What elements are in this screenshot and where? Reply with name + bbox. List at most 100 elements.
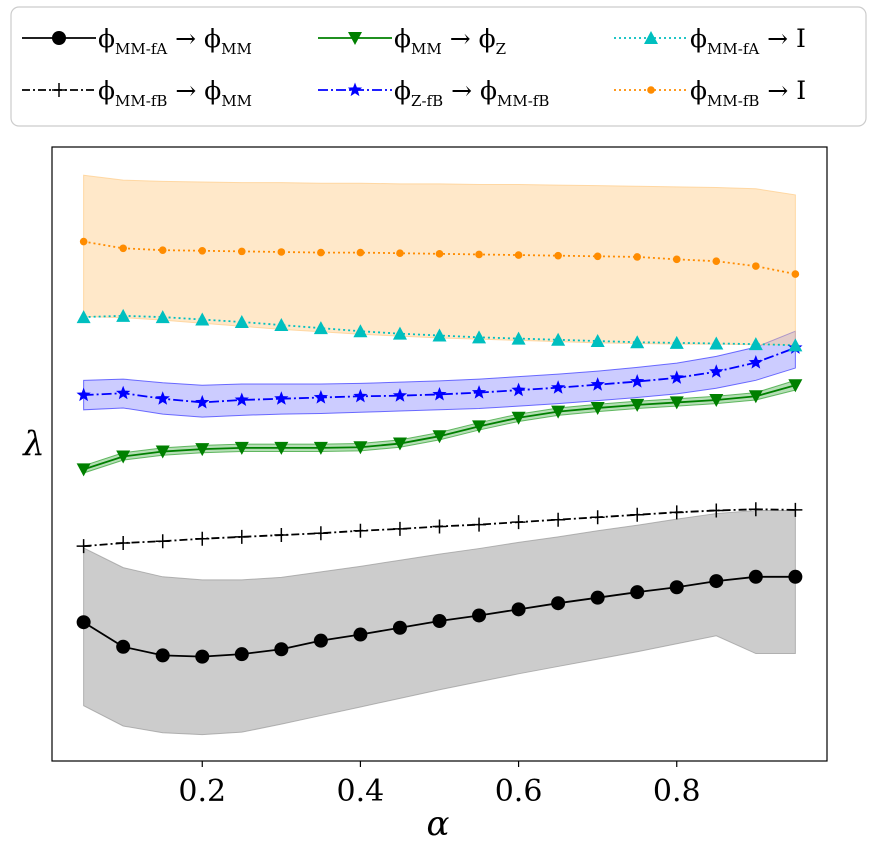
series-3-point — [116, 450, 131, 464]
series-6-point — [752, 262, 760, 270]
legend-entry-5: ϕMM-fA → I — [614, 24, 806, 58]
series-5-point — [511, 331, 526, 345]
series-2-point — [392, 521, 407, 536]
series-3-point — [788, 379, 803, 393]
series-4-point — [471, 385, 487, 399]
series-1-point — [155, 648, 170, 663]
series-6-point — [79, 237, 88, 246]
series-1-point — [669, 580, 684, 595]
plot-frame — [51, 146, 828, 762]
series-3-point — [511, 411, 526, 425]
series-6-point — [317, 248, 325, 257]
series-6-point — [277, 248, 286, 256]
series-6-point — [119, 244, 127, 253]
legend-label: ϕZ-fB → ϕMM-fB — [394, 76, 549, 110]
series-2-point — [511, 515, 526, 530]
series-1-point — [432, 614, 447, 629]
series-2-point — [234, 529, 249, 544]
series-3-point — [353, 441, 368, 455]
series-4-point — [709, 364, 724, 378]
series-1-point — [551, 596, 566, 611]
series-1-point — [234, 647, 249, 662]
legend-label: ϕMM-fB → I — [690, 76, 806, 110]
series-1-point — [76, 615, 91, 630]
x-tick-label: 0.8 — [653, 774, 701, 809]
series-5-point — [234, 314, 249, 328]
series-2-point — [788, 502, 803, 517]
series-4-point — [511, 382, 526, 397]
series-2-point — [155, 534, 170, 549]
series-4-point — [313, 390, 329, 404]
series-4-point — [590, 377, 605, 391]
series-4-point — [234, 392, 249, 407]
legend-entry-3: ϕMM → ϕZ — [318, 24, 506, 58]
series-2-point — [274, 528, 289, 543]
legend-label: ϕMM-fB → ϕMM — [98, 76, 252, 110]
legend-marker — [52, 31, 66, 45]
series-3-point — [709, 393, 724, 407]
series-4-band — [83, 330, 796, 418]
series-markers — [76, 237, 803, 664]
series-5-point — [709, 336, 724, 350]
series-2-point — [76, 539, 91, 554]
series-1-point — [748, 569, 763, 584]
legend-label: ϕMM-fA → ϕMM — [98, 24, 252, 58]
series-3-point — [392, 437, 407, 451]
series-5-point — [590, 334, 605, 348]
series-2-point — [195, 531, 210, 546]
series-5-point — [195, 312, 210, 326]
series-6-point — [158, 246, 167, 254]
series-6-point — [554, 251, 562, 260]
series-4-point — [630, 374, 645, 388]
series-6-point — [435, 250, 444, 258]
series-3-point — [748, 390, 763, 404]
series-1-point — [630, 585, 645, 600]
legend-marker — [647, 86, 655, 94]
series-2-point — [116, 536, 131, 551]
series-1-point — [709, 574, 724, 589]
x-tick-label: 0.4 — [337, 774, 385, 809]
series-4-point — [155, 391, 170, 405]
series-4-point — [392, 388, 408, 402]
legend-marker — [348, 32, 362, 45]
series-3-point — [76, 463, 91, 477]
series-5-point — [116, 308, 131, 322]
series-2-point — [551, 512, 566, 527]
legend-entry-4: ϕZ-fB → ϕMM-fB — [318, 76, 549, 110]
series-2-point — [472, 517, 487, 532]
series-4-point — [550, 380, 566, 394]
series-3-point — [432, 430, 447, 444]
series-2-point — [709, 503, 724, 518]
series-2-point — [432, 519, 447, 534]
series-1-point — [274, 642, 289, 657]
series-4-point — [353, 388, 368, 403]
series-5-point — [669, 335, 684, 349]
series-5-point — [274, 318, 289, 332]
series-3-point — [551, 405, 566, 419]
series-6-point — [396, 249, 404, 258]
series-4-point — [116, 385, 131, 400]
series-1-point — [472, 608, 487, 623]
series-5-point — [748, 337, 763, 351]
series-5-point — [155, 310, 170, 324]
series-6-point — [633, 253, 642, 261]
series-3-point — [234, 441, 249, 455]
series-2-point — [748, 502, 763, 517]
series-2-point — [353, 523, 368, 538]
series-3-point — [155, 445, 170, 459]
series-5-point — [551, 332, 566, 346]
series-1-point — [392, 620, 407, 635]
series-1-point — [511, 602, 526, 617]
series-2-point — [590, 510, 605, 525]
series-6-point — [198, 246, 207, 255]
series-3-point — [313, 441, 328, 455]
series-6-point — [712, 257, 721, 266]
series-4-point — [76, 387, 91, 402]
series-3-point — [195, 443, 210, 457]
series-3-point — [274, 441, 289, 455]
series-5-point — [472, 330, 487, 344]
series-3-point — [472, 420, 487, 434]
series-5-point — [392, 326, 407, 340]
legend-label: ϕMM-fA → I — [690, 24, 806, 58]
